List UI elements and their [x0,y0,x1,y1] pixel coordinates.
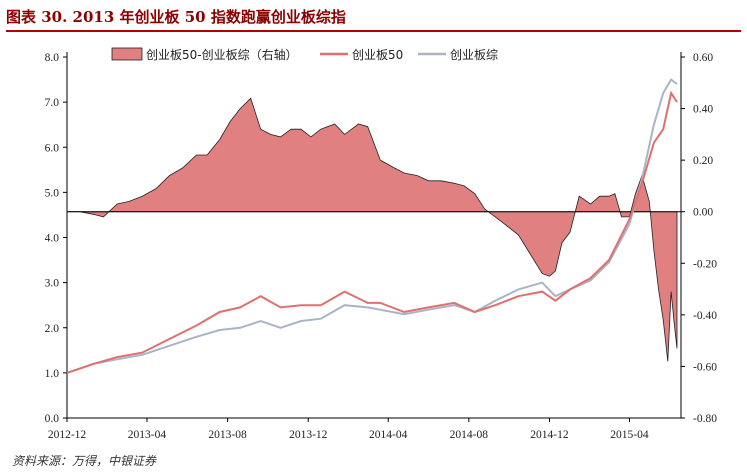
y-left-tick-label: 4.0 [45,233,60,245]
axes: 0.0 1.0 2.0 3.0 4.0 5.0 6.0 7.0 8.0 -0.80 -0.60 -0.… [45,52,717,441]
y-right-tick-label: -0.20 [693,258,717,270]
y-right-tick-label: 0.00 [693,207,713,219]
x-tick-label: 2014-08 [450,429,489,441]
y-left-tick-label: 8.0 [45,52,60,64]
y-left-tick-label: 3.0 [45,278,60,290]
x-tick-label: 2013-08 [208,429,247,441]
legend: 创业板50-创业板综（右轴） 创业板50 创业板综 [111,47,498,62]
y-left-tick-label: 6.0 [45,142,60,154]
y-left-tick-label: 2.0 [45,323,60,335]
series-line-gem50 [66,90,678,374]
y-right-tick-label: 0.60 [693,52,713,64]
legend-label: 创业板50-创业板综（右轴） [146,47,298,62]
y-left-tick-label: 1.0 [45,368,60,380]
y-left-tick-label: 5.0 [45,187,60,199]
x-tick-label: 2014-04 [369,429,408,441]
series-line-gem-composite [66,78,678,374]
y-right-tick-label: 0.20 [693,155,713,167]
y-right-tick-label: -0.40 [693,310,717,322]
y-right-tick-label: -0.80 [693,413,717,425]
source-note: 资料来源：万得，中银证券 [12,454,157,468]
y-right-tick-label: 0.40 [693,104,713,116]
series-area-diff [66,97,678,362]
y-right-tick-label: -0.60 [693,361,717,373]
y-left-tick-label: 0.0 [45,413,60,425]
legend-swatch-area [111,47,143,61]
legend-label: 创业板综 [450,48,498,62]
x-tick-label: 2015-04 [610,429,649,441]
x-tick-label: 2014-12 [530,429,569,441]
figure-title: 图表 30. 2013 年创业板 50 指数跑赢创业板综指 [6,4,741,32]
y-left-tick-label: 7.0 [45,97,60,109]
x-tick-label: 2013-12 [289,429,328,441]
legend-label: 创业板50 [352,48,403,62]
chart-marks [66,78,681,374]
x-tick-label: 2013-04 [128,429,167,441]
x-tick-label: 2012-12 [48,429,87,441]
